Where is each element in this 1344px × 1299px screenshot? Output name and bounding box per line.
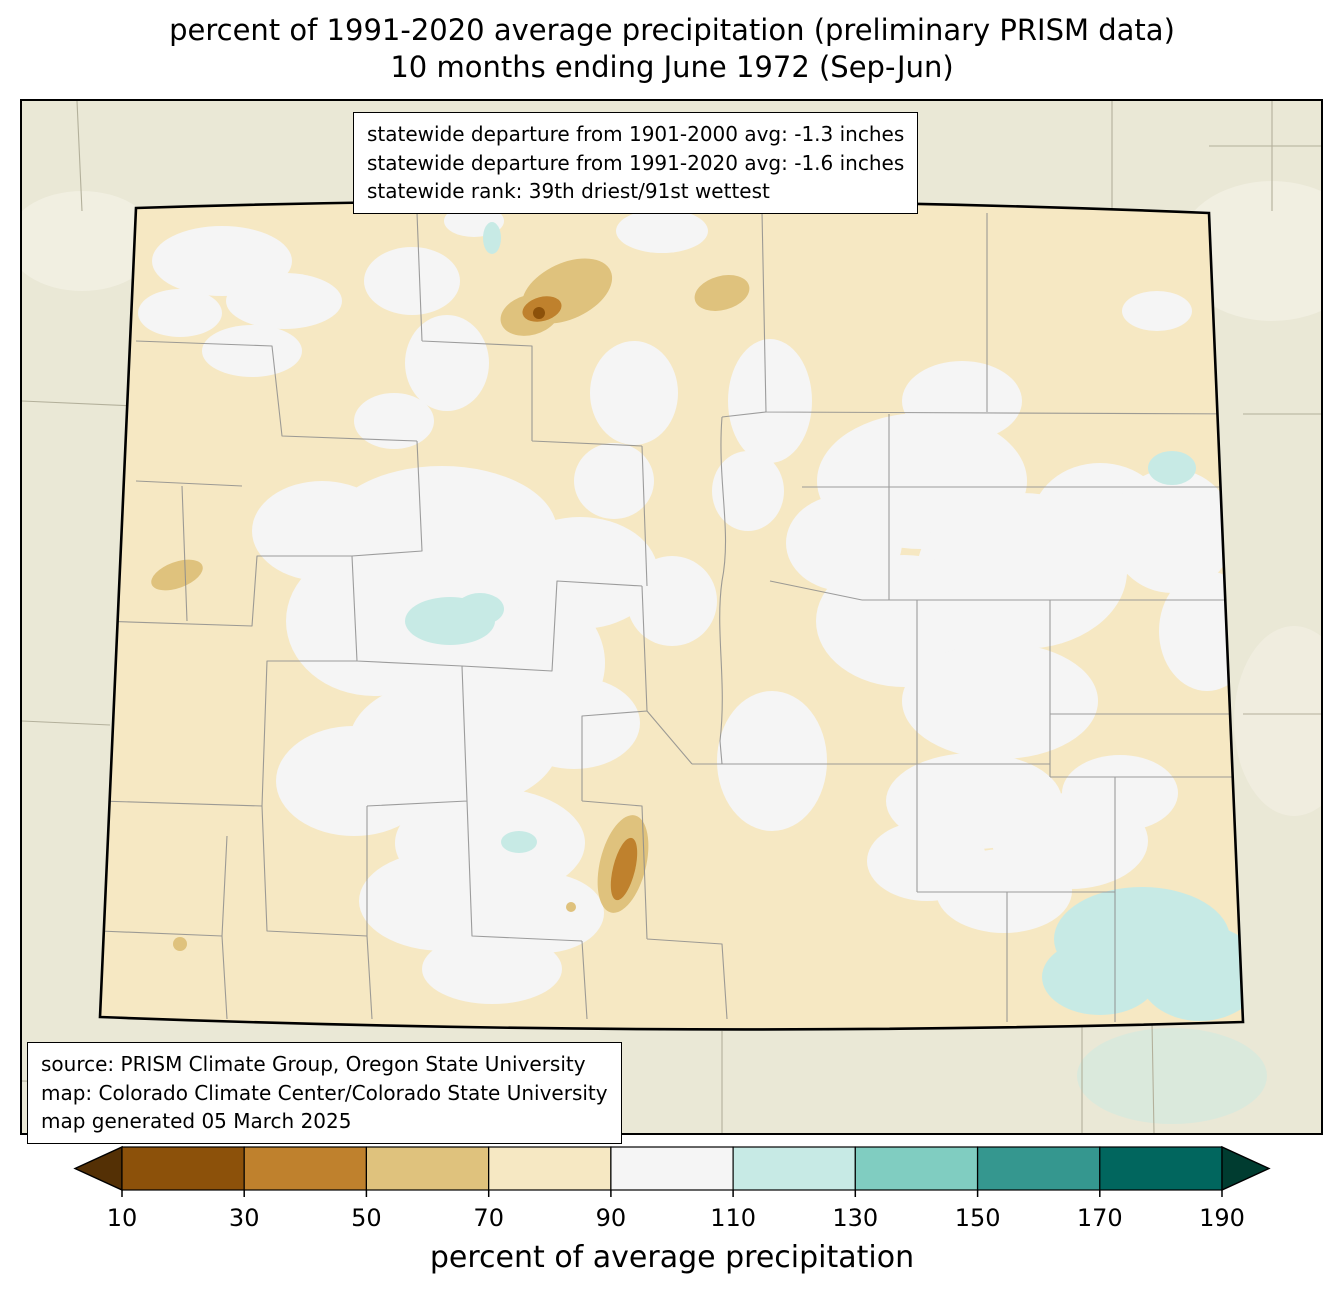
colorbar-tick-label: 30 xyxy=(229,1204,260,1232)
colorbar-tick-label: 90 xyxy=(596,1204,627,1232)
colorbar-tick-label: 110 xyxy=(710,1204,756,1232)
colorbar-segment xyxy=(243,1146,367,1191)
colorbar-segment xyxy=(976,1146,1101,1191)
figure-title: percent of 1991-2020 average precipitati… xyxy=(0,0,1344,86)
colorbar-segment xyxy=(854,1146,979,1191)
colorbar-tick-label: 130 xyxy=(832,1204,878,1232)
stats-line-departure-1991-2020: statewide departure from 1991-2020 avg: … xyxy=(367,150,905,175)
colorbar-segment xyxy=(1099,1146,1223,1191)
stats-line-rank: statewide rank: 39th driest/91st wettest xyxy=(367,179,770,203)
figure-title-line1: percent of 1991-2020 average precipitati… xyxy=(169,13,1175,47)
map-frame: statewide departure from 1901-2000 avg: … xyxy=(20,99,1323,1144)
colorbar-tick-label: 50 xyxy=(351,1204,382,1232)
colorbar-segment xyxy=(365,1146,490,1191)
regions-50-70pct xyxy=(151,258,750,951)
figure-title-line2: 10 months ending June 1972 (Sep-Jun) xyxy=(390,50,954,84)
colorbar-segment xyxy=(488,1146,612,1191)
regions-90-110pct xyxy=(138,205,1243,1004)
stats-line-departure-1901-2000: statewide departure from 1901-2000 avg: … xyxy=(367,122,905,146)
county-boundaries xyxy=(100,211,1243,1022)
source-line-map: map: Colorado Climate Center/Colorado St… xyxy=(41,1080,608,1105)
colorbar-segment xyxy=(732,1146,856,1191)
colorbar: 10 30 50 70 90 110 130 150 170 190 percent of ave… xyxy=(0,1138,1344,1275)
colorbar-tick-label: 190 xyxy=(1199,1204,1245,1232)
colorbar-tick-label: 10 xyxy=(107,1204,138,1232)
colorbar-segment xyxy=(121,1146,245,1191)
colorado-precipitation-map xyxy=(22,101,1321,1133)
source-line-generated: map generated 05 March 2025 xyxy=(41,1109,352,1133)
colorbar-arrow-under xyxy=(73,1145,123,1192)
colorbar-axis-label: percent of average precipitation xyxy=(429,1240,915,1275)
colorbar-tick-label: 170 xyxy=(1077,1204,1123,1232)
colorado-state-interior xyxy=(100,200,1243,1030)
colorbar-arrow-over xyxy=(1221,1145,1271,1192)
source-line-source: source: PRISM Climate Group, Oregon Stat… xyxy=(41,1052,586,1076)
source-box: source: PRISM Climate Group, Oregon Stat… xyxy=(27,1042,622,1144)
colorbar-tick-label: 70 xyxy=(473,1204,504,1232)
stats-box: statewide departure from 1901-2000 avg: … xyxy=(353,112,919,214)
colorbar-segment xyxy=(610,1146,734,1191)
colorbar-scale: 10 30 50 70 90 110 130 150 170 190 xyxy=(73,1145,1271,1232)
colorbar-tick-label: 150 xyxy=(955,1204,1001,1232)
regions-10-30pct xyxy=(533,307,545,319)
regions-110-130pct xyxy=(405,222,1243,1021)
